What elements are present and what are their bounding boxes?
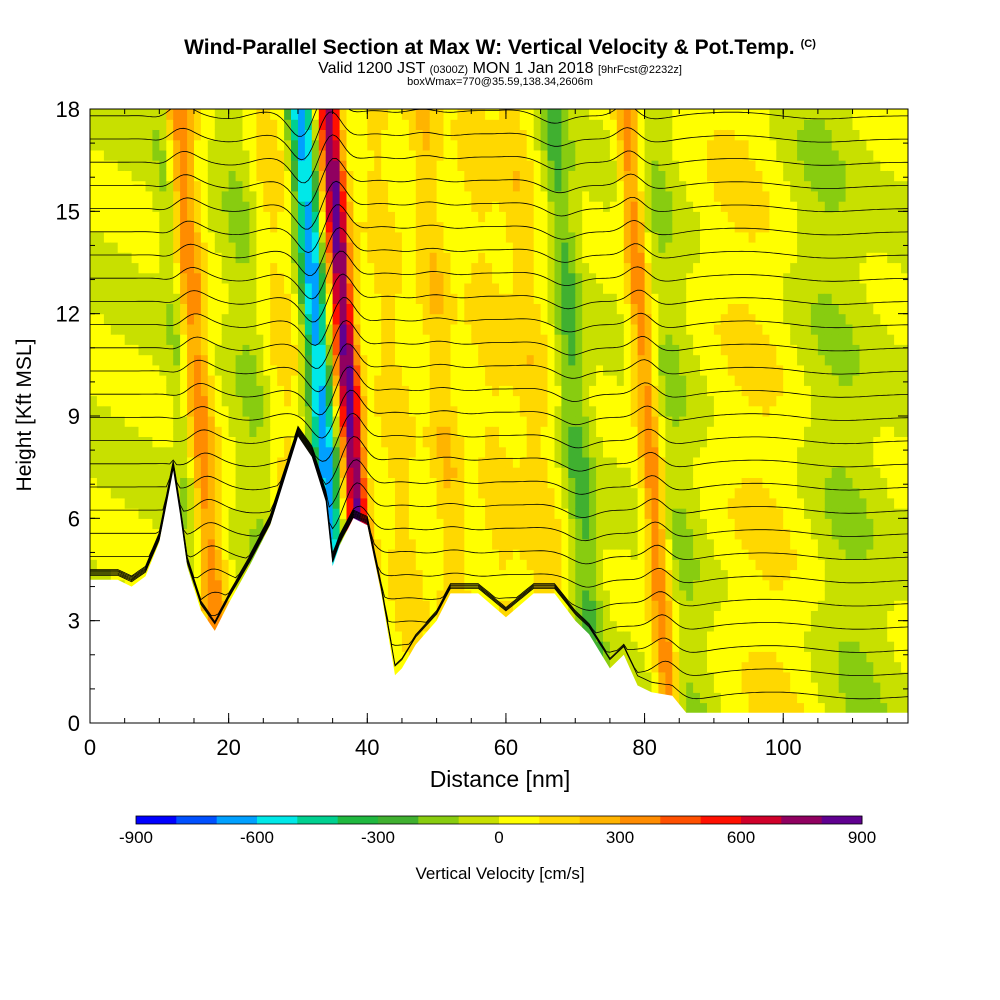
isentrope-line: [90, 432, 908, 588]
colorbar-tick-label: -900: [119, 828, 153, 847]
isentrope-line: [90, 111, 908, 161]
colorbar-tick-label: -300: [361, 828, 395, 847]
isentrope-line: [90, 437, 908, 676]
colorbar-frame: [135, 815, 863, 825]
isentrope-line: [90, 204, 908, 254]
valid-utc: (0300Z): [429, 64, 469, 76]
colorbar-swatch: [539, 816, 581, 824]
colorbar-swatch: [337, 816, 379, 824]
colorbar: -900 -600 -300 0 300 600 900: [119, 815, 876, 847]
colorbar-tick-label: 0: [494, 828, 503, 847]
isentrope-line: [90, 433, 908, 611]
colorbar-tick-label: -600: [240, 828, 274, 847]
isentrope-line: [90, 436, 908, 653]
isentrope-line: [90, 412, 908, 462]
x-tick-label: 0: [84, 735, 96, 760]
colorbar-label: Vertical Velocity [cm/s]: [415, 864, 585, 883]
isentrope-line: [90, 227, 908, 276]
colorbar-swatch: [418, 816, 460, 824]
colorbar-swatch: [257, 816, 298, 824]
isentrope-line: [90, 157, 908, 207]
isentrope-line: [90, 250, 908, 300]
x-tick-label: 20: [216, 735, 240, 760]
copyright-mark: (C): [800, 38, 816, 50]
title-text: Wind-Parallel Section at Max W: Vertical…: [184, 36, 795, 59]
colorbar-tick-label: 900: [848, 828, 876, 847]
y-tick-label: 3: [68, 609, 80, 634]
isentrope-line: [90, 319, 908, 369]
forecast-info: [9hrFcst@2232z]: [597, 64, 682, 76]
colorbar-swatch: [700, 816, 742, 824]
isentrope-line: [90, 134, 908, 184]
colorbar-swatch: [136, 816, 177, 824]
isentrope-line: [90, 426, 908, 486]
isentrope-line: [90, 434, 908, 634]
isentrope-line: [90, 427, 908, 508]
isentrope-line: [90, 273, 908, 323]
colorbar-swatch: [579, 816, 621, 824]
y-tick-label: 12: [56, 302, 80, 327]
isentrope-line: [90, 429, 908, 530]
y-tick-label: 18: [56, 97, 80, 122]
y-axis: 0 3 6 9 12 15 18: [56, 97, 908, 736]
colorbar-swatch: [176, 816, 218, 824]
colorbar-swatch: [660, 816, 702, 824]
isentrope-line: [90, 389, 908, 439]
colorbar-swatch: [216, 816, 258, 824]
y-tick-label: 0: [68, 711, 80, 736]
x-tick-label: 100: [765, 735, 802, 760]
x-axis: 0 20 40 60 80 100: [84, 109, 888, 760]
colorbar-tick-label: 600: [727, 828, 755, 847]
isentrope-line: [90, 431, 908, 565]
colorbar-swatch: [741, 816, 782, 824]
y-tick-label: 6: [68, 506, 80, 531]
colorbar-swatch: [297, 816, 339, 824]
isentrope-line: [90, 438, 908, 700]
isentrope-line: [90, 343, 908, 393]
isentrope-line: [90, 430, 908, 554]
y-tick-label: 9: [68, 404, 80, 429]
valid-time: Valid 1200 JST: [318, 60, 426, 77]
colorbar-swatch: [378, 816, 419, 824]
box-info: boxWmax=770@35.59,138.34,2606m: [407, 76, 593, 88]
velocity-field: [90, 109, 908, 723]
colorbar-swatch: [458, 816, 500, 824]
x-tick-label: 40: [355, 735, 379, 760]
x-axis-label: Distance [nm]: [429, 766, 571, 792]
colorbar-swatch: [499, 816, 540, 824]
colorbar-swatch: [781, 816, 823, 824]
colorbar-swatch: [821, 816, 863, 824]
valid-date: MON 1 Jan 2018: [472, 60, 594, 77]
isentrope-line: [90, 297, 908, 346]
terrain: [90, 436, 908, 723]
colorbar-swatch: [620, 816, 661, 824]
y-axis-label: Height [Kft MSL]: [13, 338, 36, 492]
y-tick-label: 15: [56, 199, 80, 224]
isentropes: [90, 109, 908, 700]
valid-line: Valid 1200 JST (0300Z) MON 1 Jan 2018 [9…: [0, 60, 1000, 78]
isentrope-line: [90, 366, 908, 416]
x-tick-label: 60: [494, 735, 518, 760]
colorbar-tick-label: 300: [606, 828, 634, 847]
x-tick-label: 80: [632, 735, 656, 760]
chart-title: Wind-Parallel Section at Max W: Vertical…: [0, 36, 1000, 60]
isentrope-line: [90, 109, 908, 137]
isentrope-line: [90, 180, 908, 230]
terrain-mask: [90, 436, 908, 723]
